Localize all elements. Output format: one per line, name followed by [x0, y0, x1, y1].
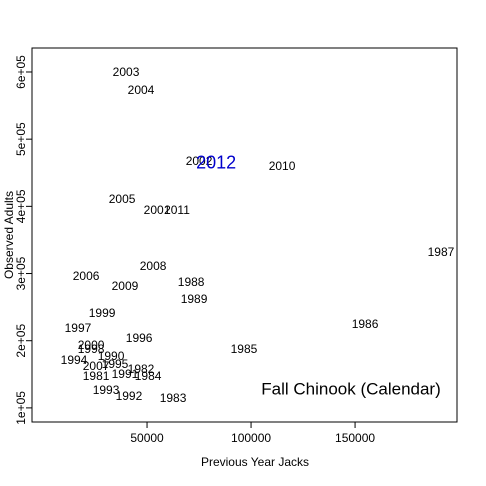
point-label: 2000: [78, 338, 105, 352]
x-tick-label: 50000: [130, 431, 164, 445]
point-label: 1990: [98, 349, 125, 363]
point-label: 1985: [231, 342, 258, 356]
point-label: 1981: [83, 369, 110, 383]
point-label: 1999: [89, 306, 116, 320]
x-tick-label: 150000: [335, 431, 375, 445]
x-tick-label: 100000: [231, 431, 271, 445]
annotation: Fall Chinook (Calendar): [261, 379, 441, 398]
point-label: 1994: [61, 353, 88, 367]
point-label: 2006: [73, 269, 100, 283]
point-label: 1997: [65, 321, 92, 335]
point-label: 1986: [352, 317, 379, 331]
point-label: 1989: [181, 292, 208, 306]
y-tick-label: 3e+05: [14, 256, 28, 290]
y-tick-label: 4e+05: [14, 189, 28, 223]
point-label: 2007: [83, 359, 110, 373]
point-label: 1993: [93, 383, 120, 397]
point-label: 2009: [112, 279, 139, 293]
y-tick-label: 1e+05: [14, 391, 28, 425]
point-label: 2002: [186, 154, 213, 168]
point-label: 1983: [160, 391, 187, 405]
point-label: 1996: [126, 331, 153, 345]
point-label: 1992: [116, 389, 143, 403]
point-label: 2011: [164, 203, 190, 217]
y-tick-label: 6e+05: [14, 55, 28, 89]
point-label: 1982: [128, 362, 155, 376]
point-label: 1987: [428, 245, 455, 259]
point-label: 2003: [113, 65, 140, 79]
point-label: 2010: [269, 159, 296, 173]
point-label: 2008: [140, 259, 167, 273]
x-axis-label: Previous Year Jacks: [201, 455, 309, 469]
y-tick-label: 2e+05: [14, 324, 28, 358]
point-label: 1984: [135, 369, 162, 383]
point-label: 1988: [178, 275, 205, 289]
point-label: 2005: [109, 192, 136, 206]
highlight-label: 2012: [196, 153, 236, 173]
y-axis-label: Observed Adults: [2, 191, 16, 279]
y-tick-label: 5e+05: [14, 122, 28, 156]
point-label: 1998: [78, 342, 105, 356]
point-label: 2001: [144, 203, 171, 217]
point-label: 1995: [102, 357, 129, 371]
point-label: 2004: [128, 83, 155, 97]
point-label: 1991: [112, 367, 139, 381]
